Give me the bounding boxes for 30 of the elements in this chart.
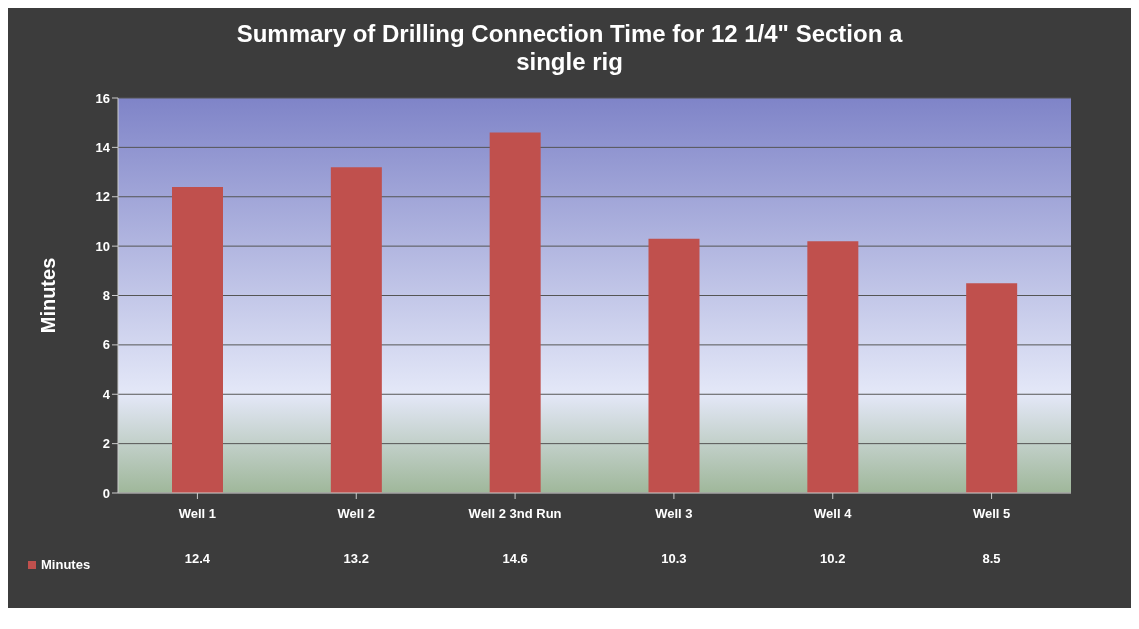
data-label: 13.2 xyxy=(343,551,369,566)
data-label: 10.2 xyxy=(820,551,846,566)
y-tick-label: 10 xyxy=(95,238,110,254)
y-tick-label: 12 xyxy=(95,189,110,205)
y-tick-label: 0 xyxy=(102,485,110,501)
bar xyxy=(807,241,859,493)
x-tick-label: Well 3 xyxy=(655,506,693,522)
chart-title: Summary of Drilling Connection Time for 12 1/4" Section a single rig xyxy=(235,19,904,77)
bar xyxy=(172,186,223,493)
data-label: 14.6 xyxy=(502,551,528,566)
y-tick-label: 6 xyxy=(102,337,110,353)
y-tick-label: 2 xyxy=(102,436,110,452)
x-tick-label: Well 5 xyxy=(972,506,1011,522)
x-tick-label: Well 2 3nd Run xyxy=(468,506,562,522)
y-tick-label: 16 xyxy=(95,90,110,106)
bar xyxy=(966,283,1018,493)
bar xyxy=(648,238,700,493)
data-label: 8.5 xyxy=(982,551,1001,566)
data-label: 12.4 xyxy=(184,551,211,566)
y-tick-label: 8 xyxy=(102,288,110,304)
x-tick-label: Well 2 xyxy=(337,506,375,522)
y-axis-title: Minutes xyxy=(37,257,60,334)
data-label: 10.3 xyxy=(661,551,687,566)
y-tick-label: 14 xyxy=(95,139,111,155)
bar xyxy=(330,167,382,493)
x-tick-label: Well 1 xyxy=(178,506,217,522)
bar xyxy=(489,132,541,493)
y-tick-label: 4 xyxy=(102,386,111,402)
x-tick-label: Well 4 xyxy=(814,506,853,522)
legend-label: Minutes xyxy=(41,557,91,572)
